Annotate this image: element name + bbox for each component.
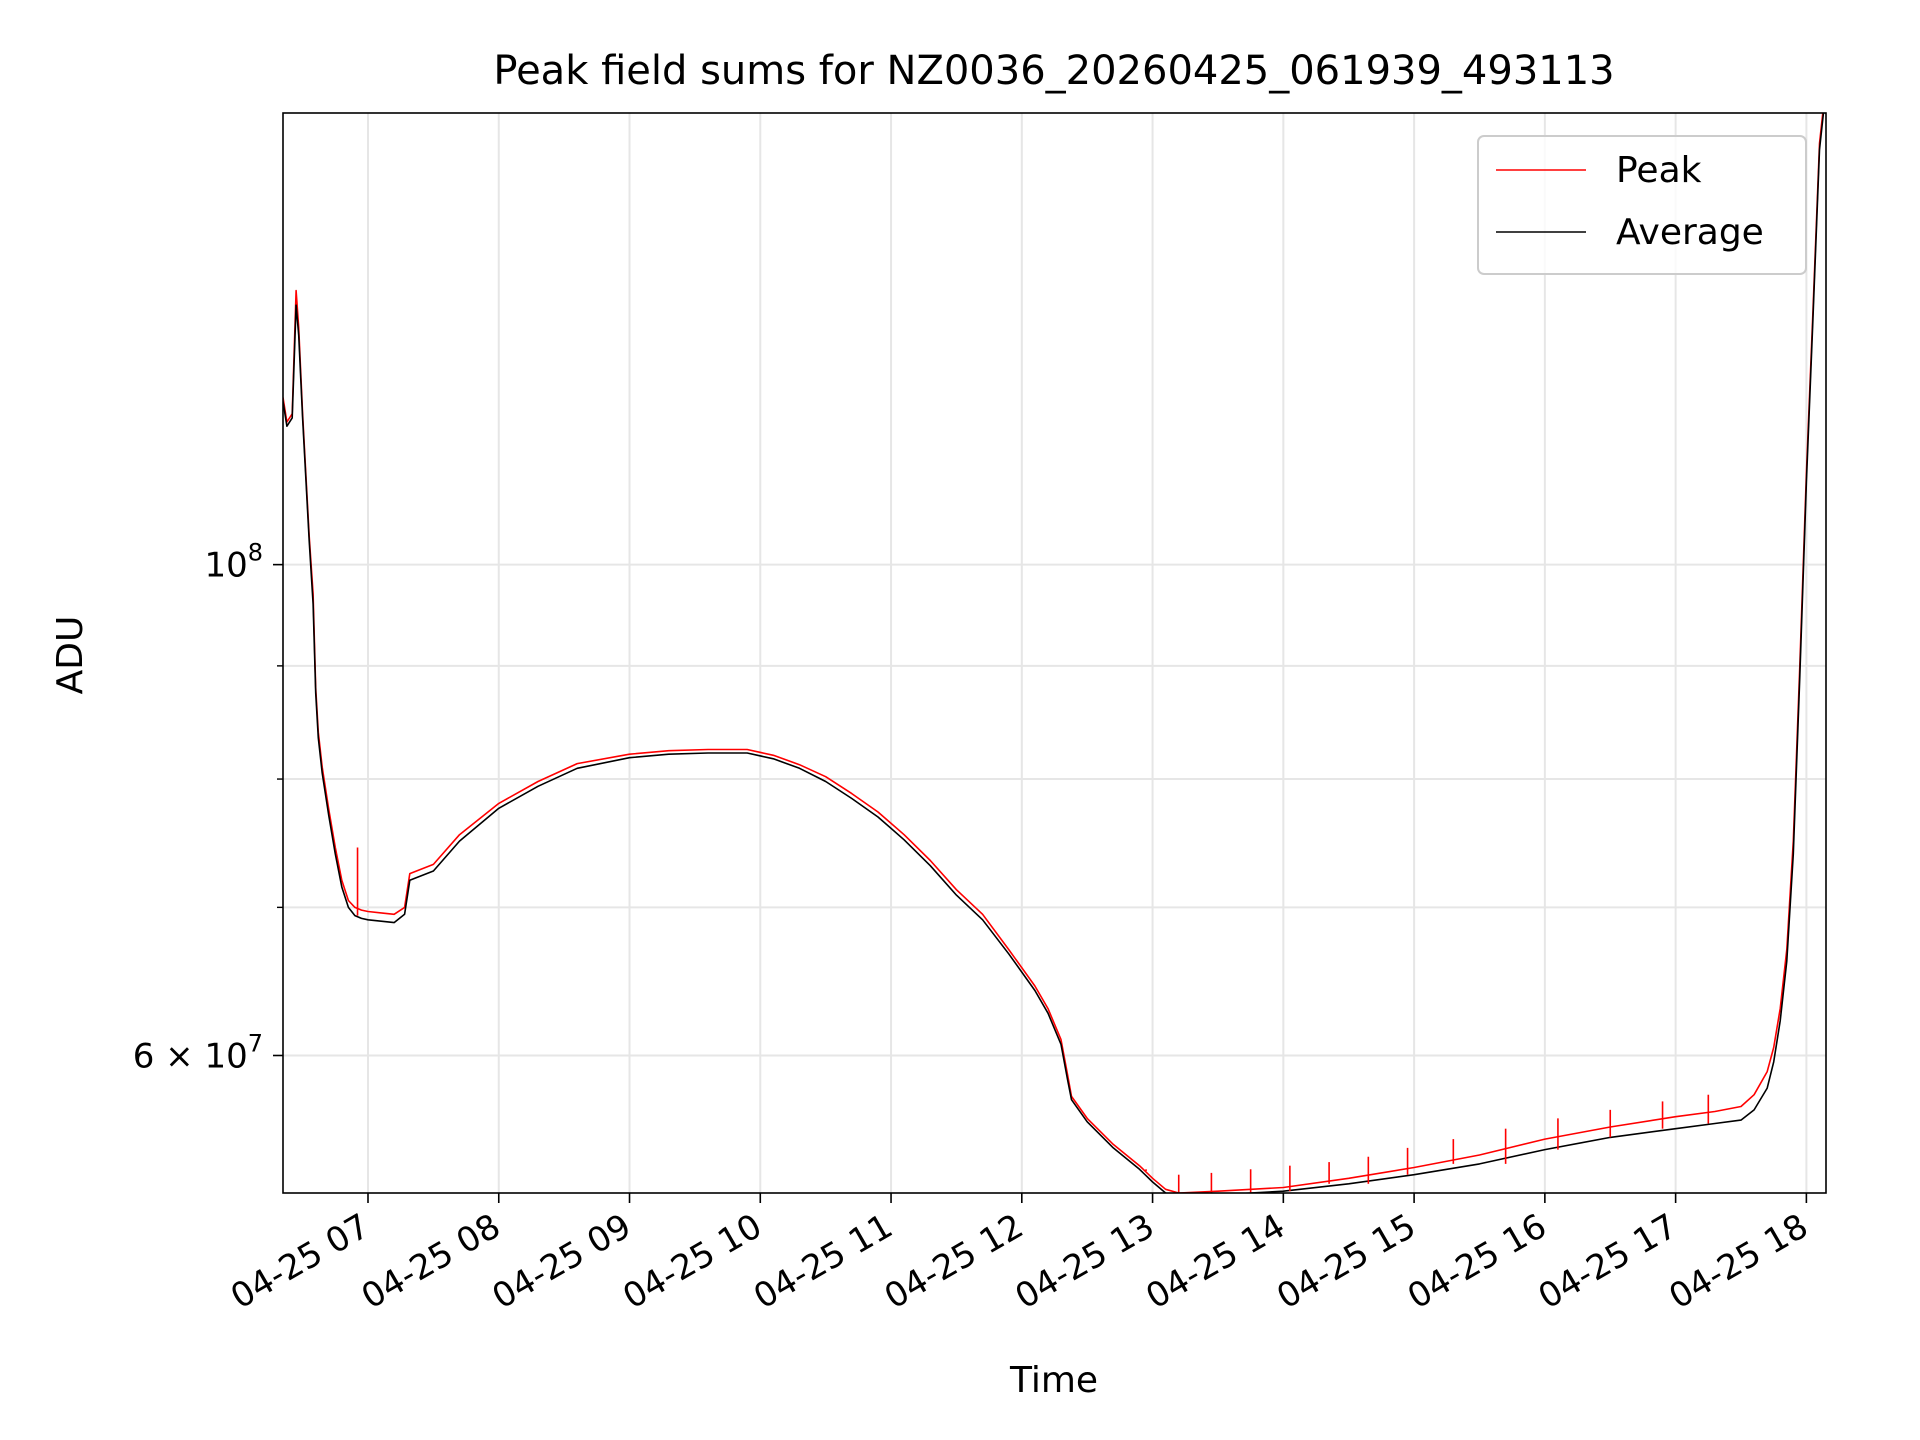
plot-lines	[283, 113, 1825, 1193]
legend-peak-label: Peak	[1616, 150, 1702, 191]
grid	[283, 113, 1826, 1193]
series-line-average	[283, 113, 1825, 1193]
x-tick-label: 04-25 18	[1662, 1206, 1814, 1317]
x-tick-label: 04-25 16	[1401, 1206, 1553, 1317]
y-tick-label: 6 × 107	[133, 1029, 263, 1076]
chart-title: Peak field sums for NZ0036_20260425_0619…	[493, 48, 1614, 94]
x-tick-label: 04-25 15	[1270, 1206, 1422, 1317]
x-tick-label: 04-25 14	[1139, 1206, 1291, 1317]
y-tick-label: 108	[204, 539, 263, 586]
x-tick-label: 04-25 09	[486, 1206, 638, 1317]
x-tick-label: 04-25 12	[878, 1206, 1030, 1317]
axes-frame	[282, 112, 1827, 1194]
x-tick-label: 04-25 17	[1532, 1206, 1684, 1317]
legend-average-label: Average	[1616, 212, 1764, 253]
x-tick-label: 04-25 11	[747, 1206, 899, 1317]
series-line-peak	[283, 113, 1824, 1193]
x-tick-label: 04-25 10	[616, 1206, 768, 1317]
y-axis-label: ADU	[50, 616, 91, 695]
legend: Peak Average	[1477, 135, 1807, 275]
x-tick-label: 04-25 08	[355, 1206, 507, 1317]
x-tick-label: 04-25 13	[1009, 1206, 1161, 1317]
x-axis-label: Time	[1009, 1360, 1098, 1401]
x-tick-label: 04-25 07	[224, 1206, 376, 1317]
